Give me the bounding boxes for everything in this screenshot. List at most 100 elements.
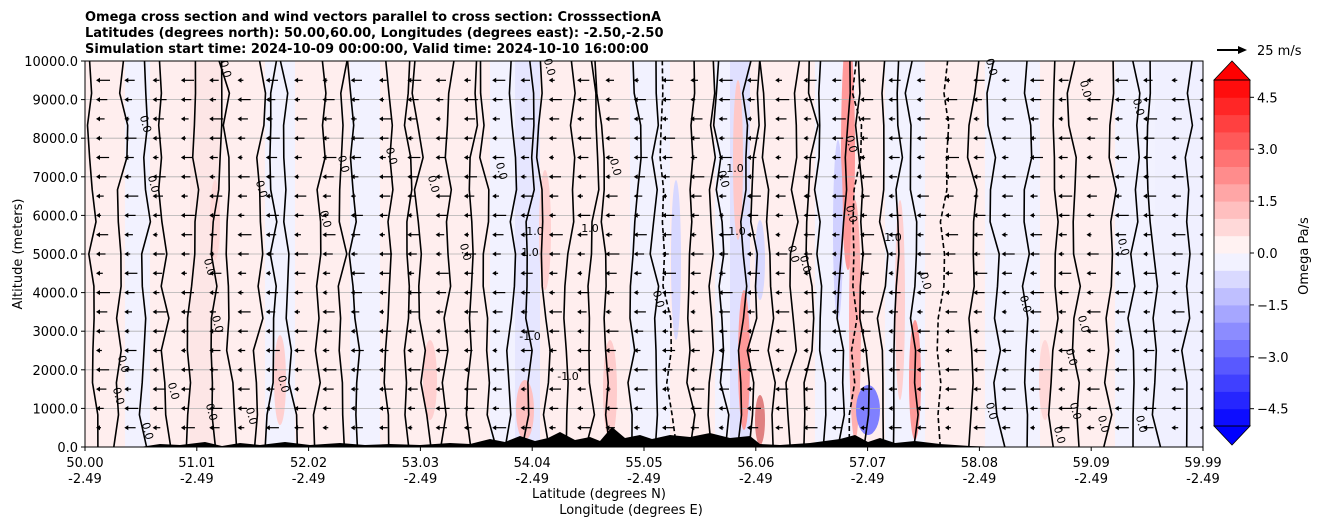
wind-vector-arrow-icon — [577, 251, 585, 257]
wind-vector-arrow-icon — [1029, 77, 1044, 83]
wind-vector-arrow-icon — [888, 367, 900, 373]
wind-vector-arrow-icon — [662, 174, 670, 180]
wind-vector-arrow-icon — [294, 270, 306, 276]
wind-vector-arrow-icon — [492, 367, 505, 373]
wind-vector-arrow-icon — [294, 309, 300, 315]
wind-vector-arrow-icon — [831, 212, 843, 218]
wind-vector-arrow-icon — [888, 116, 896, 122]
wind-vector-arrow-icon — [180, 174, 191, 180]
contour-label: 0.0 — [201, 257, 218, 277]
wind-vector-arrow-icon — [124, 290, 135, 296]
wind-vector-arrow-icon — [124, 135, 137, 141]
wind-vector-arrow-icon — [916, 251, 931, 257]
wind-vector-arrow-icon — [407, 212, 413, 218]
contour-label: 0.0 — [983, 401, 1000, 421]
y-tick-label: 10000.0 — [24, 55, 78, 70]
wind-vector-arrow-icon — [265, 386, 275, 392]
wind-vector-arrow-icon — [633, 212, 640, 218]
wind-vector-arrow-icon — [803, 135, 809, 141]
wind-vector-arrow-icon — [294, 386, 300, 392]
wind-vector-arrow-icon — [831, 135, 844, 141]
wind-vector-arrow-icon — [605, 212, 615, 218]
wind-vector-arrow-icon — [463, 77, 471, 83]
wind-vector-arrow-icon — [294, 425, 304, 431]
wind-vector-arrow-icon — [690, 174, 705, 180]
wind-vector-arrow-icon — [237, 309, 251, 315]
contour-label: 0.0 — [253, 179, 270, 199]
omega-shading — [85, 61, 1203, 447]
wind-vector-arrow-icon — [1086, 405, 1097, 411]
wind-vector-arrow-icon — [916, 386, 922, 392]
contour-label: 0.0 — [110, 386, 127, 406]
wind-vector-arrow-icon — [916, 116, 930, 122]
contour-label: 0.0 — [1095, 414, 1112, 434]
x-tick-label-longitude: -2.49 — [627, 472, 661, 487]
omega-contour — [1066, 61, 1082, 447]
wind-vector-arrow-icon — [1171, 135, 1180, 141]
wind-vector-arrow-icon — [124, 405, 139, 411]
wind-vector-arrow-icon — [209, 116, 224, 122]
wind-vector-arrow-icon — [124, 270, 138, 276]
wind-vector-arrow-icon — [775, 386, 789, 392]
wind-vector-arrow-icon — [152, 367, 159, 373]
wind-vector-arrow-icon — [1001, 386, 1016, 392]
wind-vector-arrow-icon — [945, 155, 959, 160]
wind-vector-arrow-icon — [888, 174, 897, 180]
wind-vector-arrow-icon — [463, 232, 469, 238]
y-tick-label: 9000.0 — [33, 94, 79, 109]
wind-vector-arrow-icon — [605, 116, 619, 122]
wind-vector-arrow-icon — [1199, 387, 1203, 392]
wind-vector-arrow-icon — [888, 212, 902, 218]
wind-vector-arrow-icon — [605, 386, 611, 392]
wind-vector-arrow-icon — [888, 405, 895, 411]
wind-vector-arrow-icon — [746, 155, 757, 160]
wind-vector-arrow-icon — [96, 193, 104, 199]
wind-vector-arrow-icon — [746, 116, 752, 122]
wind-vector-arrow-icon — [803, 309, 814, 315]
wind-vector-arrow-icon — [860, 348, 868, 353]
wind-vector-arrow-icon — [180, 232, 193, 238]
quiver-key-arrow-icon — [1238, 46, 1247, 54]
wind-vector-arrow-icon — [746, 270, 760, 276]
wind-vector-arrow-icon — [520, 212, 531, 218]
colorbar-level — [1214, 235, 1250, 254]
colorbar-tick-label: 3.0 — [1257, 143, 1278, 158]
wind-vector-arrow-icon — [492, 97, 503, 103]
wind-vector-arrow-icon — [492, 251, 501, 257]
wind-vector-arrow-icon — [888, 232, 899, 238]
y-tick-label: 1000.0 — [33, 402, 79, 417]
wind-vector-arrow-icon — [662, 251, 669, 257]
contour-label: 0.0 — [785, 244, 802, 264]
wind-vector-arrow-icon — [379, 116, 392, 122]
wind-vector-arrow-icon — [605, 367, 614, 373]
wind-vector-arrow-icon — [1001, 193, 1013, 199]
wind-vector-arrow-icon — [152, 116, 164, 122]
wind-vector-arrow-icon — [945, 386, 957, 392]
wind-vector-arrow-icon — [265, 193, 272, 199]
wind-vector-arrow-icon — [662, 135, 676, 141]
colorbar-level — [1214, 322, 1250, 340]
omega-contour — [86, 61, 99, 447]
wind-vector-arrow-icon — [237, 155, 243, 160]
wind-vector-arrow-icon — [463, 328, 476, 334]
wind-vector-arrow-icon — [577, 97, 587, 103]
wind-vector-arrow-icon — [1058, 328, 1064, 334]
wind-vector-arrow-icon — [1029, 405, 1038, 411]
wind-vector-arrow-icon — [1001, 425, 1011, 431]
wind-vector-arrow-icon — [1086, 77, 1094, 83]
wind-vector-arrow-icon — [96, 77, 110, 83]
wind-vector-arrow-icon — [209, 328, 224, 334]
wind-vector-arrow-icon — [152, 251, 165, 257]
wind-vector-arrow-icon — [152, 425, 161, 431]
omega-anomaly — [755, 395, 765, 445]
contour-label: 0.0 — [1051, 425, 1068, 445]
wind-vector-arrow-icon — [96, 405, 104, 411]
wind-vector-arrow-icon — [1143, 251, 1149, 257]
wind-vector-arrow-icon — [1001, 290, 1010, 296]
wind-vector-arrow-icon — [973, 174, 981, 180]
wind-vector-arrow-icon — [1143, 212, 1154, 218]
wind-vector-arrow-icon — [152, 348, 162, 353]
omega-contour — [986, 61, 1006, 447]
wind-vector-arrow-icon — [435, 174, 443, 180]
contour-label: 0.0 — [1115, 237, 1132, 257]
